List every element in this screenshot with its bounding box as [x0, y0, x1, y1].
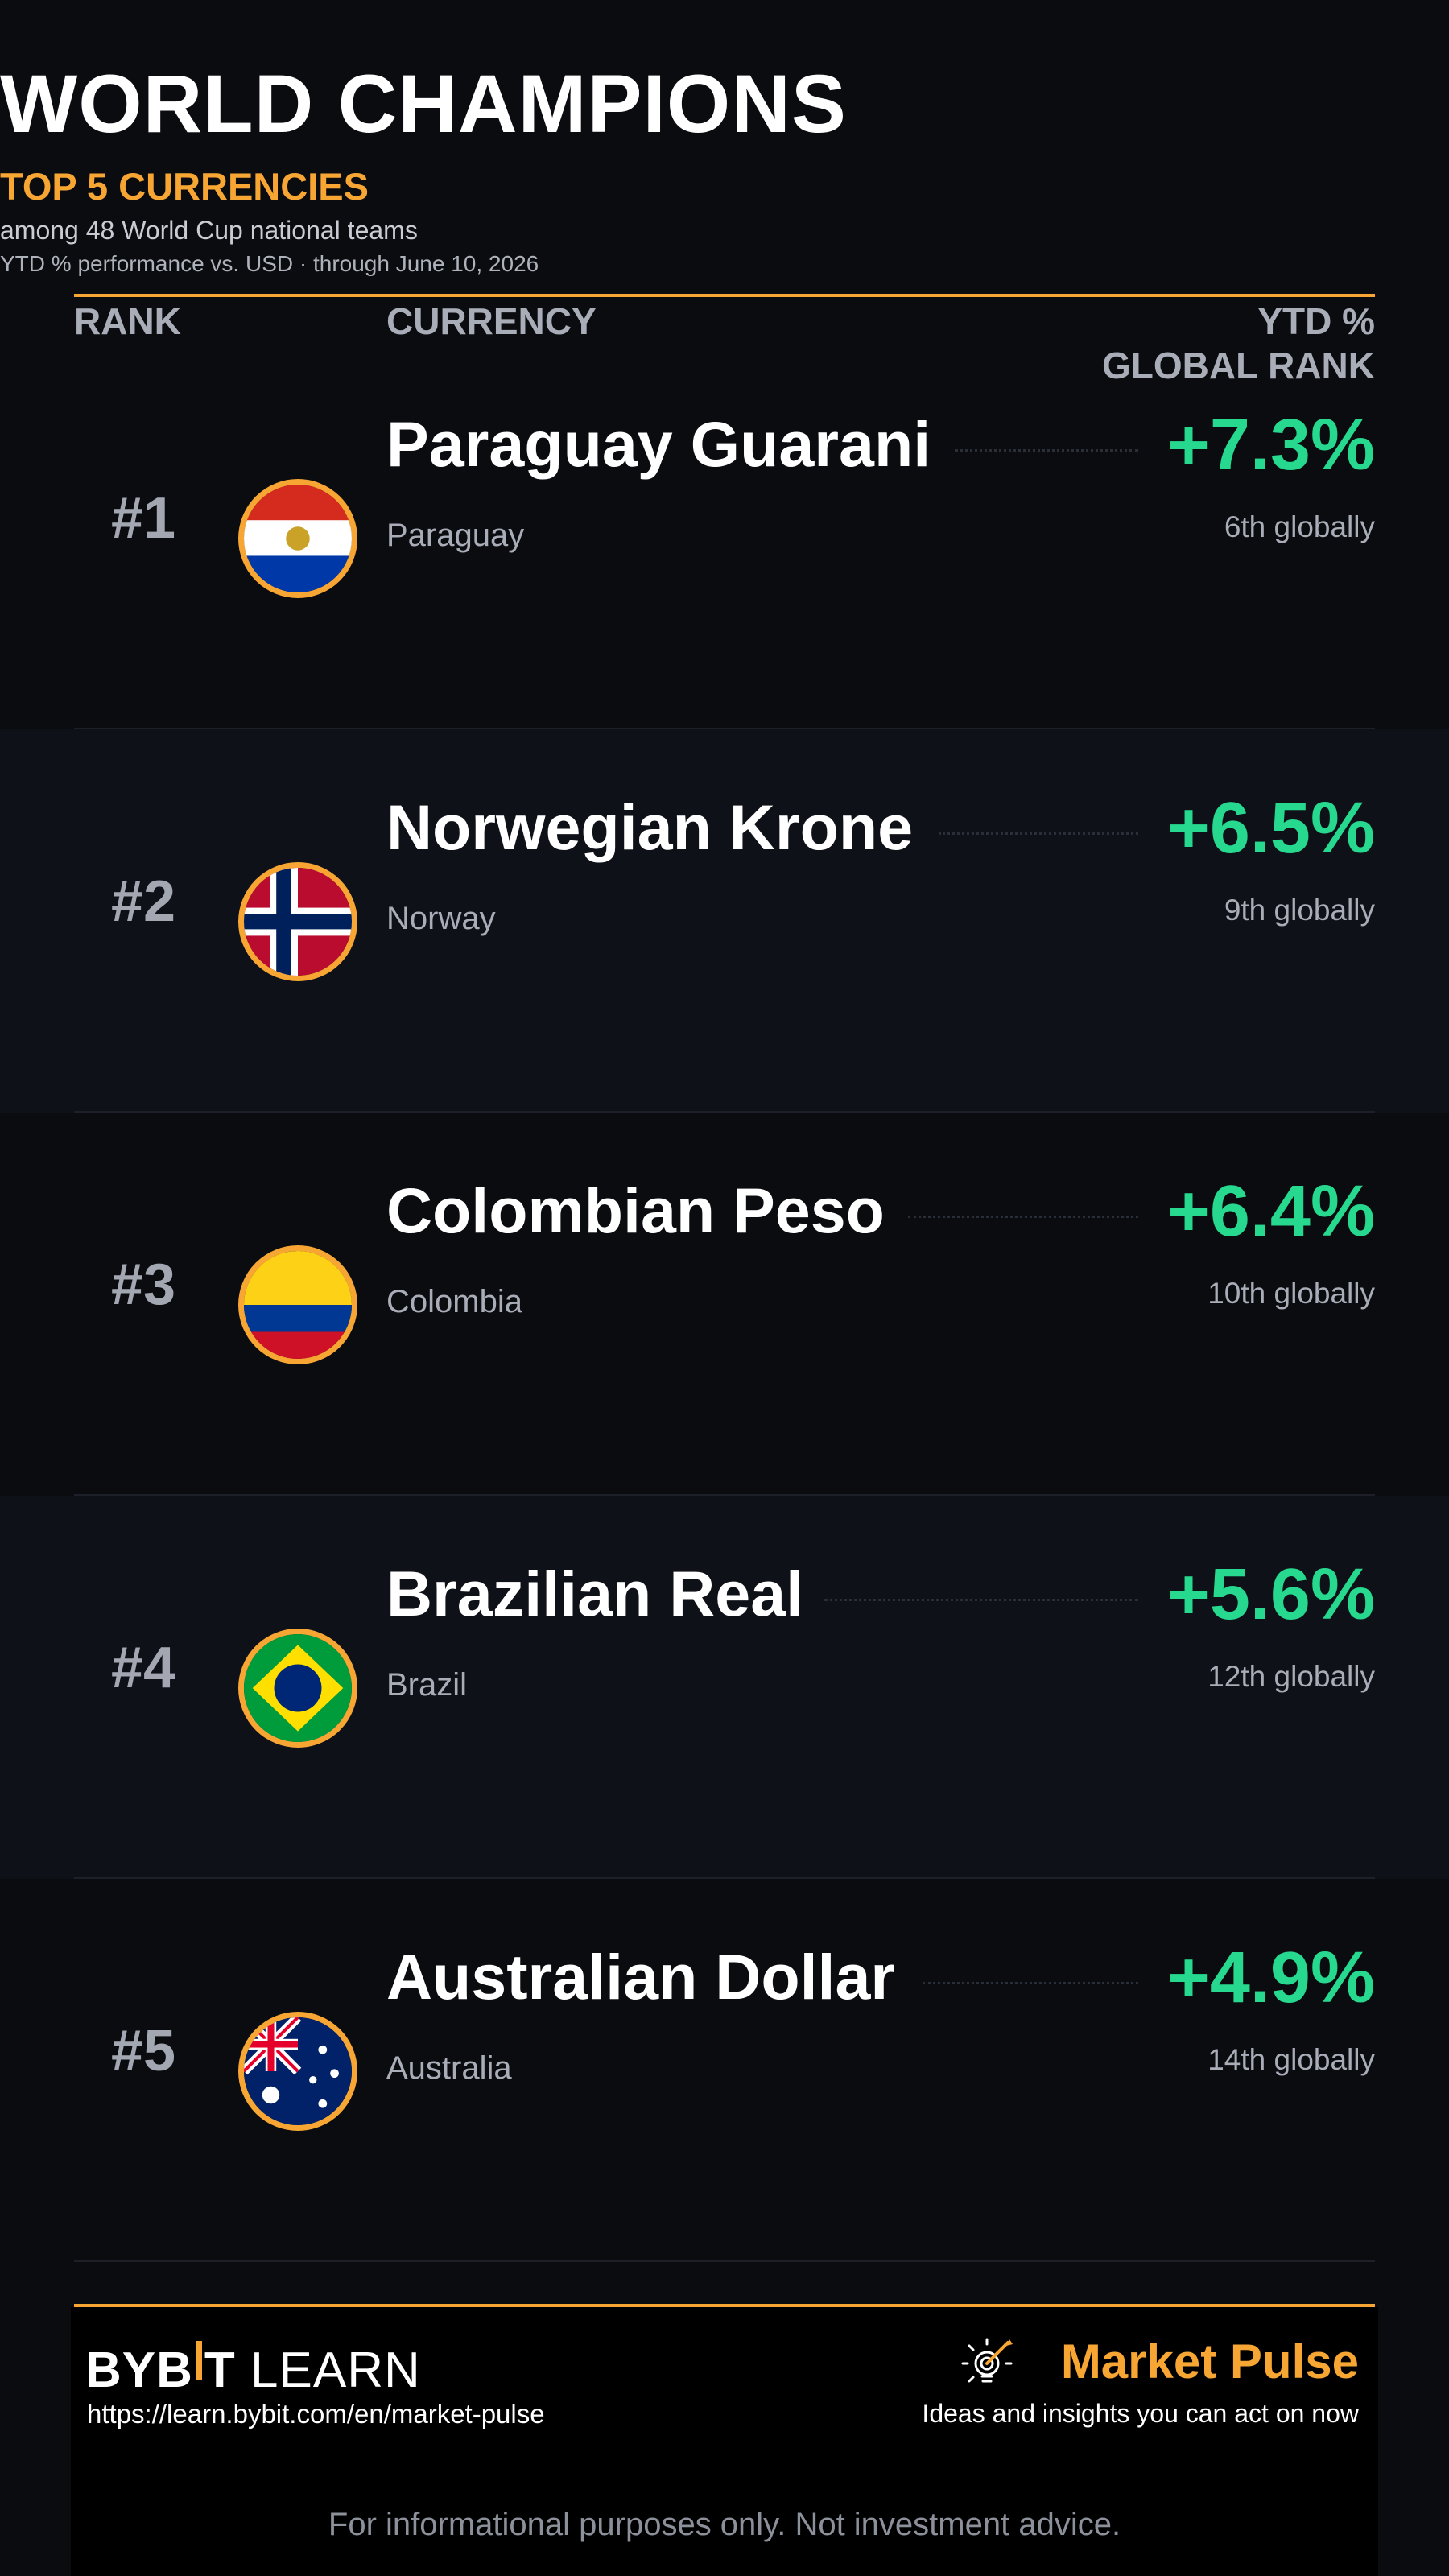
country-name: Australia — [386, 2050, 512, 2086]
market-pulse-title: Market Pulse — [1060, 2334, 1359, 2388]
page-subtitle: TOP 5 CURRENCIES — [0, 165, 369, 208]
currency-name: Colombian Peso — [386, 1174, 885, 1246]
dotted-leader — [824, 1599, 1138, 1601]
country-name: Norway — [386, 901, 496, 936]
currency-name: Norwegian Krone — [386, 791, 914, 863]
global-rank: 9th globally — [1224, 894, 1375, 927]
rank-label: #5 — [111, 2019, 176, 2083]
column-header-ytd-label: YTD % — [1257, 300, 1375, 342]
ytd-percent: +6.4% — [1167, 1171, 1375, 1252]
column-header-ytd: YTD % GLOBAL RANK — [1102, 299, 1375, 388]
footer: BYB T LEARN https://learn.bybit.com/en/ma… — [71, 2307, 1378, 2576]
rank-label: #3 — [111, 1253, 176, 1317]
global-rank: 6th globally — [1224, 510, 1375, 543]
colombia-flag-icon — [238, 1245, 357, 1364]
dotted-leader — [939, 832, 1138, 835]
norway-flag-icon — [238, 862, 357, 981]
ytd-percent: +4.9% — [1167, 1938, 1375, 2018]
australia-flag-icon — [238, 2012, 357, 2131]
disclaimer: For informational purposes only. Not inv… — [328, 2507, 1121, 2542]
brazil-flag-icon — [238, 1629, 357, 1748]
column-header-global-rank: GLOBAL RANK — [1101, 345, 1375, 387]
row-divider — [74, 728, 1375, 729]
page-title: WORLD CHAMPIONS — [0, 58, 847, 150]
dotted-leader — [955, 449, 1138, 452]
column-header-currency: CURRENCY — [386, 300, 597, 342]
row-divider — [74, 1111, 1375, 1113]
global-rank: 14th globally — [1208, 2043, 1375, 2076]
rank-label: #4 — [111, 1636, 176, 1700]
global-rank: 10th globally — [1208, 1277, 1375, 1310]
row-divider — [74, 2260, 1375, 2262]
country-name: Brazil — [386, 1667, 468, 1703]
rank-label: #2 — [111, 869, 176, 934]
footer-divider — [74, 2304, 1375, 2307]
table-row: #1 Paraguay Guarani +7.3% Paraguay 6th g… — [0, 346, 1449, 729]
caption-date: YTD % performance vs. USD · through June… — [0, 251, 539, 276]
currency-name: Australian Dollar — [386, 1941, 896, 2013]
footer-url[interactable]: https://learn.bybit.com/en/market-pulse — [87, 2399, 545, 2429]
currency-name: Brazilian Real — [386, 1558, 804, 1629]
country-name: Paraguay — [386, 518, 525, 553]
global-rank: 12th globally — [1208, 1660, 1375, 1693]
table-row: #4 Brazilian Real +5.6% Brazil 12th glob… — [0, 1496, 1449, 1879]
header-divider — [74, 294, 1375, 297]
table-row: #2 Norwegian Krone +6.5% Norway 9th glob… — [0, 729, 1449, 1113]
column-header-rank: RANK — [74, 300, 181, 342]
rank-label: #1 — [111, 486, 176, 551]
table-row: #5 Australian Dollar +4.9% Australia 14t… — [0, 1879, 1449, 2262]
tagline: Ideas and insights you can act on now — [922, 2399, 1359, 2428]
table-row: #3 Colombian Peso +6.4% Colombia 10th gl… — [0, 1113, 1449, 1496]
dotted-leader — [923, 1982, 1138, 1984]
currency-name: Paraguay Guarani — [386, 408, 931, 480]
bybit-learn-logo: BYB T LEARN — [85, 2341, 421, 2398]
paraguay-flag-icon — [238, 479, 357, 598]
ytd-percent: +6.5% — [1167, 788, 1375, 869]
lightbulb-target-icon — [960, 2336, 1018, 2394]
ytd-percent: +7.3% — [1167, 405, 1375, 485]
caption: among 48 World Cup national teams — [0, 216, 418, 245]
row-divider — [74, 1877, 1375, 1879]
row-divider — [74, 1494, 1375, 1496]
country-name: Colombia — [386, 1284, 522, 1319]
ytd-percent: +5.6% — [1167, 1554, 1375, 1635]
dotted-leader — [908, 1216, 1138, 1218]
